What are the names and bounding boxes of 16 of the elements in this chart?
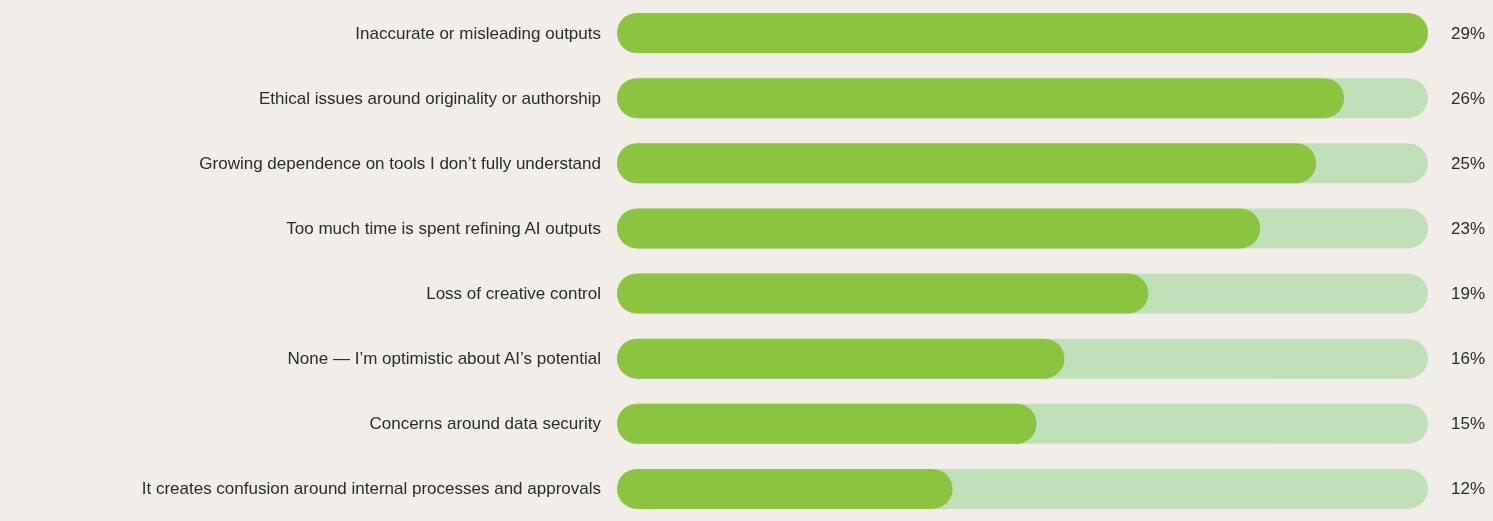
y-tick-label: Ethical issues around originality or authorship — [258, 88, 601, 108]
y-tick-label: Concerns around data security — [369, 414, 602, 434]
data-label: 25% — [1450, 153, 1485, 173]
y-tick-label: Too much time is spent refining AI outputs — [286, 218, 601, 238]
y-tick-label: It creates confusion around internal processes and approvals — [141, 479, 601, 499]
data-label: 15% — [1450, 414, 1485, 434]
data-label: 26% — [1450, 88, 1485, 108]
y-tick-label: Growing dependence on tools I don’t fully understand — [199, 153, 601, 173]
y-tick-label: None — I’m optimistic about AI’s potential — [287, 349, 601, 369]
data-label: 19% — [1450, 284, 1485, 303]
data-label: 29% — [1450, 23, 1485, 43]
data-label: 16% — [1450, 349, 1485, 369]
y-tick-label: Inaccurate or misleading outputs — [355, 23, 601, 43]
data-label: 12% — [1450, 479, 1485, 499]
y-tick-label: Loss of creative control — [426, 284, 601, 304]
data-label: 23% — [1450, 218, 1485, 238]
